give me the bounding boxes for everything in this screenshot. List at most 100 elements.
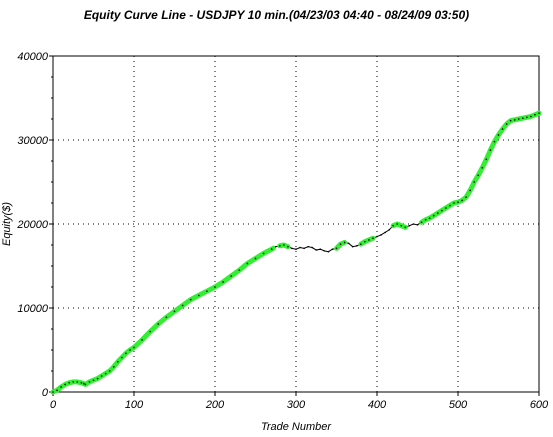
equity-point [125,352,127,355]
equity-point [327,250,330,253]
equity-point [335,247,338,250]
equity-point [238,269,241,272]
equity-point [424,219,427,221]
equity-point [530,115,532,118]
equity-point [72,381,75,383]
x-axis-label: Trade Number [261,421,332,433]
equity-point [347,242,350,245]
y-tick-label: 30000 [17,135,48,147]
equity-point [60,386,62,388]
equity-point [469,189,471,192]
equity-point [64,383,66,386]
equity-point [368,239,370,241]
equity-point [173,310,176,313]
x-tick-label: 100 [125,399,144,411]
equity-point [477,174,480,177]
equity-point [157,323,160,325]
x-tick-label: 500 [449,399,468,411]
equity-point [485,158,488,161]
equity-point [315,249,318,251]
equity-point [343,241,346,244]
equity-point [189,298,192,301]
equity-point [100,375,103,377]
equity-point [489,149,492,151]
equity-highlight-segment [419,110,542,225]
equity-point [441,209,443,212]
x-tick-label: 600 [530,399,549,411]
equity-point [92,379,95,382]
equity-point [80,381,83,384]
equity-point [270,248,273,250]
equity-point [497,134,500,136]
equity-point [412,223,415,225]
equity-point [246,262,249,265]
equity-point [449,204,451,207]
equity-point [517,118,520,120]
equity-point [396,223,399,225]
equity-point [400,224,403,227]
tick-layer: 0 100 200 300 400 500 600 0 10000 20000 30000 40000 [16,51,549,411]
equity-point [445,207,447,209]
chart-title: Equity Curve Line - USDJPY 10 min.(04/23… [83,8,470,22]
equity-point [68,381,70,384]
equity-point [198,294,200,297]
equity-point [538,112,540,114]
equity-point [222,281,224,283]
equity-point [319,248,322,250]
equity-point [380,234,382,236]
equity-point [526,116,528,119]
equity-point [461,199,463,202]
equity-point [295,248,297,250]
equity-point [108,370,111,372]
equity-point [522,117,524,119]
equity-point [129,349,131,351]
x-tick-label: 300 [287,399,306,411]
y-tick-label: 10000 [17,303,48,315]
equity-point [56,389,58,392]
equity-point [428,217,431,219]
series-layer [50,110,542,395]
equity-point [513,119,516,121]
equity-point [364,240,366,243]
equity-point [351,245,354,248]
equity-point [436,212,439,214]
equity-point [408,224,411,227]
equity-point [360,243,362,245]
equity-point [165,316,168,319]
equity-point [230,275,232,277]
equity-point [133,346,135,349]
equity-point [291,247,293,250]
equity-point [88,381,91,383]
equity-point [392,224,395,227]
equity-point [104,372,107,375]
y-tick-label: 20000 [16,219,48,231]
equity-point [82,382,85,385]
x-tick-label: 0 [50,399,57,411]
equity-point [206,290,208,293]
equity-highlight-segment [358,235,376,247]
equity-point [416,224,419,226]
x-tick-label: 400 [368,399,387,411]
equity-point [505,123,508,125]
equity-point [287,245,289,248]
equity-point [274,245,277,248]
equity-point [323,250,326,252]
equity-point [84,383,87,386]
equity-point [420,221,423,224]
equity-point [181,304,184,307]
equity-point [331,248,334,250]
equity-point [388,229,390,231]
equity-point [303,247,305,250]
equity-point [76,381,79,383]
equity-point [339,243,342,245]
equity-point [311,246,314,249]
equity-point [384,231,386,234]
equity-highlight-segment [82,245,276,387]
y-axis-label: Equity($) [1,202,13,246]
equity-highlight-segment [390,221,408,230]
equity-point [509,119,512,122]
equity-point [501,128,504,130]
equity-point [432,214,435,217]
equity-point [457,201,459,203]
